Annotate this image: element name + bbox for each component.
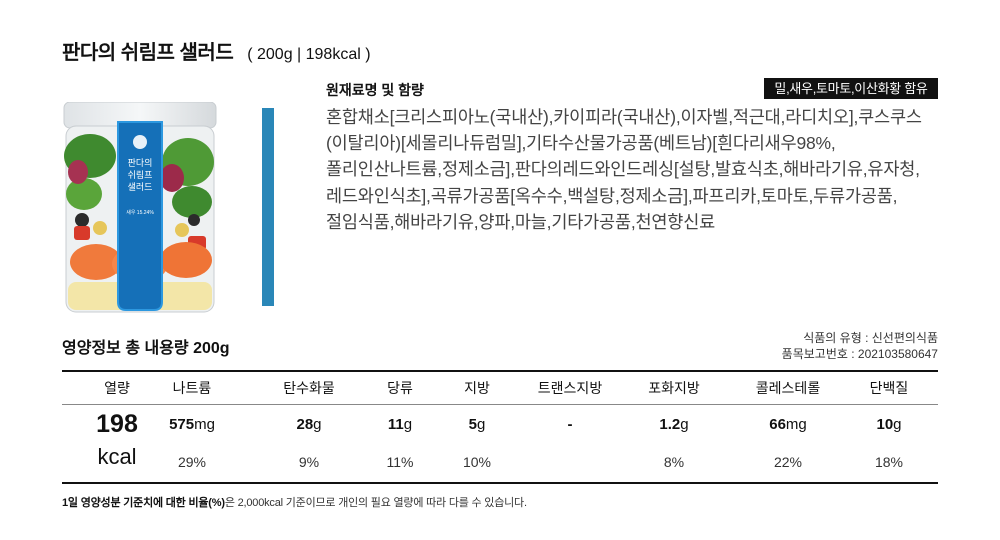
jar-label-line2: 쉬림프 — [128, 169, 153, 180]
value-saturated-fat: 1.2g — [659, 416, 689, 433]
table-top-rule — [62, 370, 938, 372]
value-carbohydrate: 28g — [296, 416, 322, 433]
footnote-rest: 은 2,000kcal 기준이므로 개인의 필요 열량에 따라 다를 수 있습니… — [224, 497, 527, 509]
pct-carbohydrate: 9% — [298, 454, 320, 470]
footnote-bold: 1일 영양성분 기준치에 대한 비율(%) — [62, 497, 225, 509]
pct-sugars: 11% — [386, 454, 414, 470]
jar-label-shrimp: 새우 15.24% — [126, 209, 154, 216]
header-sugars: 당류 — [387, 380, 413, 396]
product-title-row: 판다의 쉬림프 샐러드 ( 200g | 198kcal ) — [62, 36, 371, 66]
header-protein: 단백질 — [869, 380, 909, 396]
ingredients-text: 혼합채소[크리스피아노(국내산),카이피라(국내산),이자벨,적근대,라디치오]… — [326, 107, 922, 232]
table-bottom-rule — [62, 482, 938, 484]
pct-cholesterol: 22% — [773, 454, 803, 470]
value-fat: 5g — [468, 416, 486, 433]
product-title: 판다의 쉬림프 샐러드 — [62, 42, 234, 64]
footnote: 1일 영양성분 기준치에 대한 비율(%)은 2,000kcal 기준이므로 개… — [62, 494, 527, 510]
calories-header: 열량 — [104, 380, 130, 396]
header-saturated-fat: 포화지방 — [648, 380, 700, 396]
calories-unit: kcal — [97, 444, 137, 469]
value-cholesterol: 66mg — [769, 416, 807, 433]
pct-fat: 10% — [462, 454, 492, 470]
header-carbohydrate: 탄수화물 — [283, 380, 335, 396]
header-cholesterol: 콜레스테롤 — [755, 380, 821, 396]
pct-sodium: 29% — [177, 454, 207, 470]
ingredients-heading: 원재료명 및 함량 — [326, 82, 424, 98]
accent-bar — [262, 108, 274, 306]
allergen-badge: 밀,새우,토마토,이산화황 함유 — [764, 78, 938, 99]
value-trans-fat: - — [567, 416, 573, 433]
value-sodium: 575mg — [169, 416, 215, 433]
pct-protein: 18% — [874, 454, 904, 470]
header-trans-fat: 트랜스지방 — [537, 380, 603, 396]
header-sodium: 나트륨 — [172, 380, 212, 396]
nutrition-title: 영양정보 총 내용량 200g — [62, 340, 230, 357]
value-protein: 10g — [876, 416, 902, 433]
product-info: 식품의 유형 : 신선편의식품 품목보고번호 : 202103580647 — [782, 330, 938, 362]
pct-saturated-fat: 8% — [663, 454, 685, 470]
middle-layer — [74, 213, 206, 250]
jar-label-line3: 샐러드 — [128, 182, 153, 192]
value-sugars: 11g — [387, 416, 413, 433]
table-mid-rule — [62, 404, 938, 405]
calories-value: 198 — [96, 410, 138, 438]
jar-label-line1: 판다의 — [128, 158, 153, 168]
header-fat: 지방 — [464, 380, 490, 396]
food-type: 식품의 유형 : 신선편의식품 — [803, 331, 938, 345]
report-number: 품목보고번호 : 202103580647 — [781, 347, 938, 361]
greens-layer — [64, 134, 214, 218]
salad-jar-image: 판다의 쉬림프 샐러드 새우 15.24% — [63, 102, 217, 313]
product-spec: ( 200g | 198kcal ) — [247, 46, 371, 63]
